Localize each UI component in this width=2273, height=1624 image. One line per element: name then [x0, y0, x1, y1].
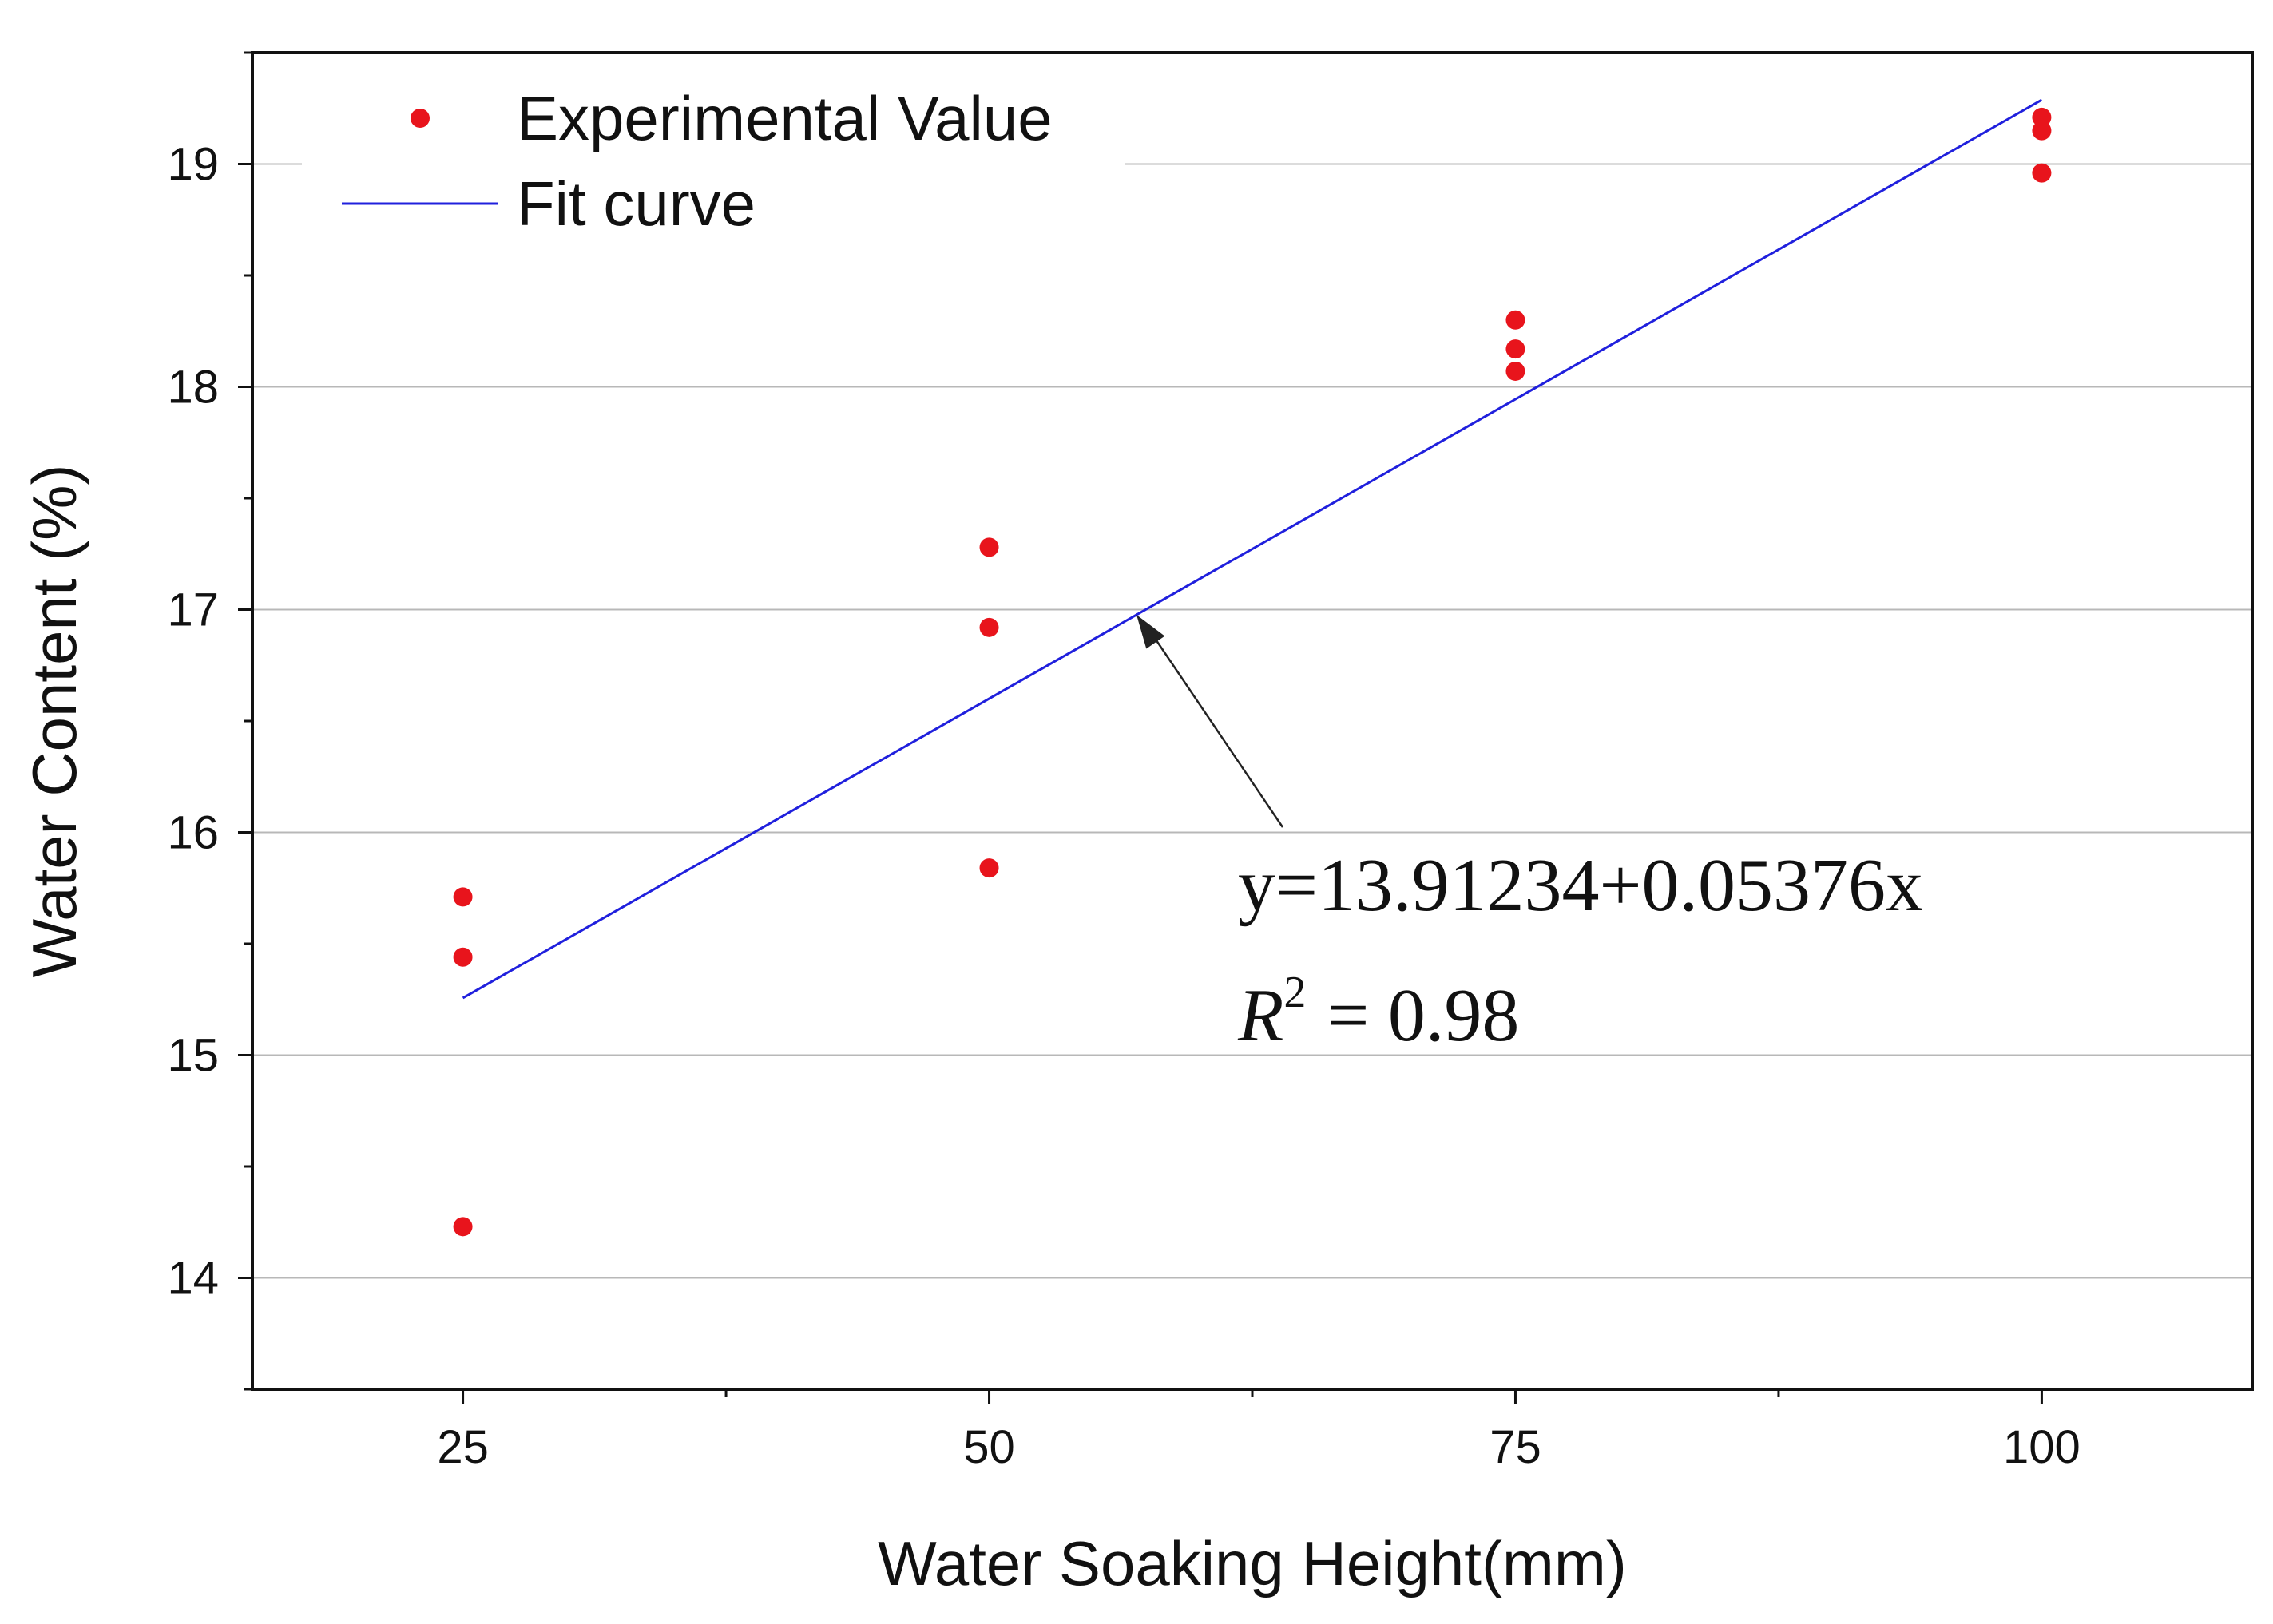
data-point	[453, 887, 473, 907]
r-squared-value: = 0.98	[1327, 974, 1519, 1057]
y-tick-label: 16	[167, 807, 219, 859]
legend-label-experimental: Experimental Value	[517, 83, 1053, 153]
x-tick-label: 50	[963, 1421, 1015, 1473]
y-tick-label: 18	[167, 362, 219, 414]
data-point	[453, 1217, 473, 1237]
data-point	[2032, 163, 2052, 183]
y-axis-title: Water Content (%)	[19, 465, 89, 978]
y-tick-label: 14	[167, 1253, 219, 1305]
data-point	[1505, 310, 1525, 330]
x-tick-label: 25	[437, 1421, 489, 1473]
data-points	[453, 107, 2052, 1237]
data-point	[2032, 121, 2052, 141]
fit-line	[462, 98, 2043, 1000]
data-point	[979, 858, 999, 878]
data-point	[2032, 107, 2052, 127]
equation-label: y=13.91234+0.05376x	[1238, 844, 1923, 927]
r-squared-label: R2 = 0.98	[1237, 968, 1519, 1057]
x-tick-label: 75	[1490, 1421, 1541, 1473]
data-point	[1505, 339, 1525, 359]
legend-background	[302, 72, 1125, 236]
legend: Experimental Value Fit curve	[302, 72, 1125, 239]
data-point	[1505, 361, 1525, 381]
plot-frame	[251, 51, 2254, 1391]
fit-annotation: y=13.91234+0.05376x R2 = 0.98	[1136, 615, 1923, 1057]
x-tick-label: 100	[2003, 1421, 2081, 1473]
axis-ticks: 14 15 16 17 18 19 25 50 75 100	[167, 51, 2081, 1473]
legend-label-fit: Fit curve	[517, 168, 756, 239]
fit-line-layer	[462, 98, 2043, 1000]
y-tick-label: 15	[167, 1030, 219, 1082]
y-tick-label: 17	[167, 584, 219, 636]
gridlines	[252, 163, 2252, 1279]
data-point	[979, 617, 999, 637]
data-point	[979, 537, 999, 557]
x-axis-title: Water Soaking Height(mm)	[878, 1528, 1627, 1598]
y-tick-label: 19	[167, 139, 219, 191]
r-squared-symbol: R	[1237, 974, 1283, 1057]
annotation-arrowhead	[1136, 615, 1165, 649]
data-point	[453, 947, 473, 967]
legend-marker-experimental	[411, 109, 430, 128]
annotation-arrow	[1146, 627, 1284, 828]
r-squared-power: 2	[1283, 968, 1306, 1017]
